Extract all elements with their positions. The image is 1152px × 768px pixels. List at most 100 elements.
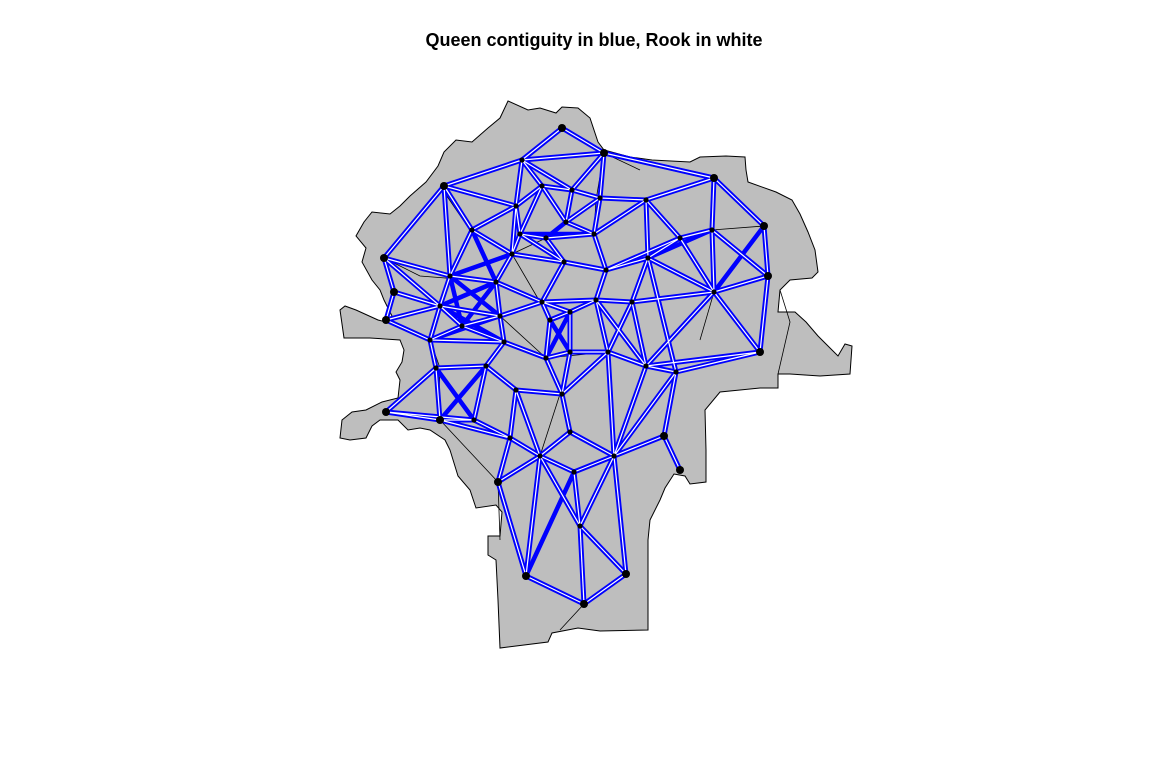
centroid-point <box>676 466 684 474</box>
study-area-outline <box>339 100 853 649</box>
rook-link <box>593 199 647 235</box>
rook-link <box>645 177 715 201</box>
queen-only-link <box>543 309 573 361</box>
rook-link <box>679 237 715 293</box>
centroid-point <box>756 348 764 356</box>
rook-link <box>499 301 543 317</box>
centroid-point <box>593 297 599 303</box>
rook-link <box>541 299 597 303</box>
rook-link <box>607 351 647 367</box>
queen-only-link <box>523 469 577 579</box>
rook-link <box>449 275 497 283</box>
rook-link <box>383 185 445 259</box>
rook-link <box>449 229 473 277</box>
rook-link <box>647 257 677 373</box>
rook-link <box>583 573 627 605</box>
rook-link <box>579 525 585 605</box>
centroid-point <box>493 279 499 285</box>
rook-link <box>495 253 513 283</box>
centroid-point <box>677 235 683 241</box>
rook-link <box>429 325 463 341</box>
rook-link <box>571 152 605 191</box>
centroid-point <box>522 572 530 580</box>
rook-link <box>663 371 677 437</box>
rook-link <box>711 229 715 293</box>
centroid-point <box>569 187 575 193</box>
rook-link <box>605 237 681 271</box>
rook-link <box>429 339 437 369</box>
centroid-point <box>436 416 444 424</box>
rook-link <box>495 281 543 303</box>
rook-link <box>603 152 715 179</box>
centroid-point <box>603 267 609 273</box>
centroid-point <box>494 478 502 486</box>
rook-link <box>509 389 517 439</box>
centroid-point <box>563 219 569 225</box>
centroid-point <box>471 417 477 423</box>
rook-link <box>545 357 563 395</box>
rook-link <box>521 127 563 161</box>
rook-link <box>383 257 441 307</box>
rook-link <box>461 325 505 343</box>
rook-link <box>631 257 649 303</box>
centroid-point <box>567 349 573 355</box>
centroid-point <box>571 469 577 475</box>
queen-only-link <box>447 273 465 329</box>
centroid-point <box>577 523 583 529</box>
rook-link <box>443 185 517 207</box>
rook-link <box>521 159 543 187</box>
rook-link <box>647 237 681 259</box>
rook-link <box>573 455 615 473</box>
queen-only-link <box>469 227 499 285</box>
centroid-point <box>643 363 649 369</box>
rook-link <box>443 185 451 277</box>
centroid-point <box>547 317 553 323</box>
centroid-point <box>519 157 525 163</box>
rook-link <box>571 189 601 199</box>
rook-link <box>503 341 547 359</box>
rook-link <box>511 233 521 255</box>
rook-link <box>563 261 607 271</box>
rook-link <box>515 389 563 395</box>
rook-link <box>519 233 565 263</box>
queen-only-link <box>645 227 715 261</box>
centroid-point <box>558 124 566 132</box>
centroid-point <box>427 337 433 343</box>
rook-link <box>497 437 511 483</box>
queen-only-link <box>437 363 489 423</box>
rook-link <box>663 435 681 471</box>
rook-link <box>647 257 715 293</box>
rook-link <box>579 455 615 527</box>
rook-link <box>515 159 523 207</box>
centroids <box>380 124 772 608</box>
centroid-point <box>447 273 453 279</box>
centroid-point <box>543 235 549 241</box>
centroid-point <box>382 316 390 324</box>
rook-link <box>499 315 505 343</box>
rook-link <box>675 351 761 373</box>
rook-link <box>439 305 501 317</box>
rook-link <box>497 481 527 577</box>
rook-link <box>545 233 595 239</box>
queen-only-link <box>447 273 503 319</box>
rook-link <box>515 389 541 457</box>
centroid-point <box>643 197 649 203</box>
rook-link <box>763 225 769 277</box>
centroid-point <box>517 231 523 237</box>
rook-link <box>473 365 487 421</box>
rook-link <box>759 275 769 353</box>
rook-link <box>525 575 585 605</box>
rook-link <box>525 455 541 577</box>
centroid-point <box>611 453 617 459</box>
centroid-point <box>507 435 513 441</box>
rook-link <box>383 257 451 277</box>
rook-link <box>541 301 571 313</box>
rook-link <box>539 455 581 527</box>
rook-link <box>439 305 463 327</box>
rook-link <box>519 185 543 235</box>
rook-link <box>579 525 627 575</box>
rook-link <box>435 367 441 421</box>
rook-link <box>607 301 633 353</box>
centroid-point <box>537 453 543 459</box>
centroid-point <box>497 313 503 319</box>
